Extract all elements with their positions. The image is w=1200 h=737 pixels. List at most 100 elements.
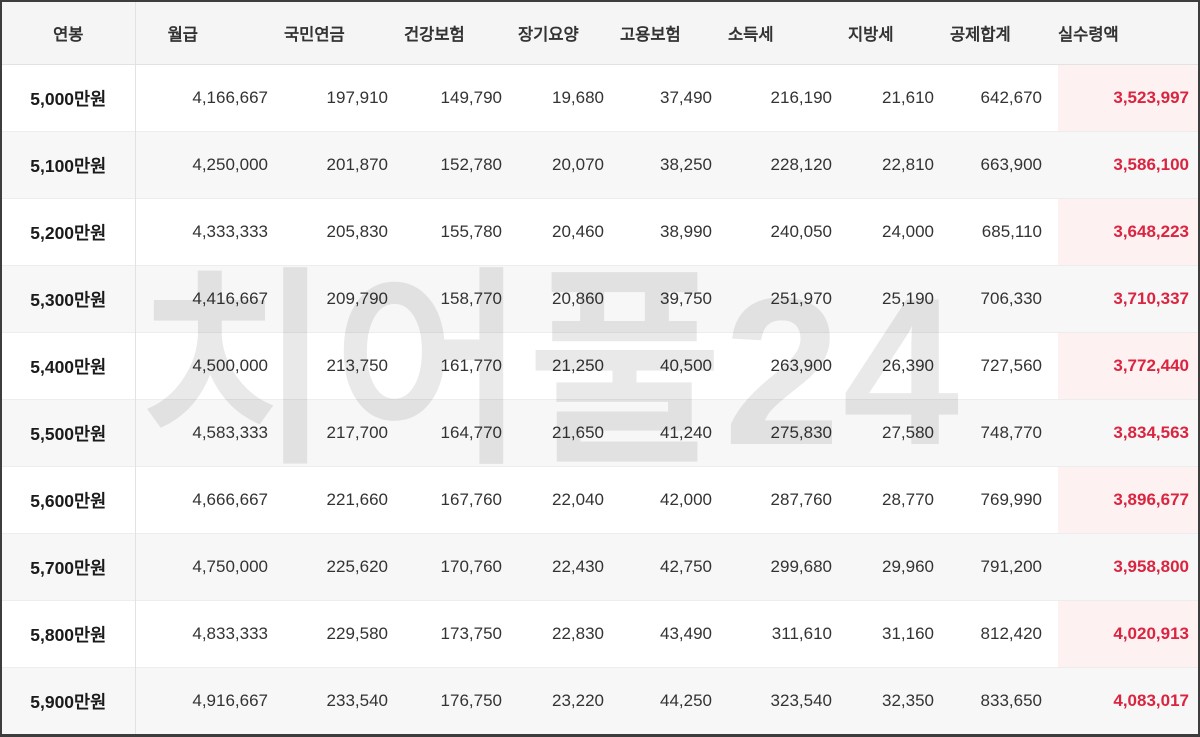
income-tax-cell: 311,610 <box>728 600 848 668</box>
annual-salary-cell: 5,900만원 <box>2 667 136 734</box>
net-pay-cell: 3,648,223 <box>1058 198 1198 266</box>
care-cell: 22,040 <box>518 466 620 534</box>
local-tax-cell: 28,770 <box>848 466 950 534</box>
deduction-cell: 769,990 <box>950 466 1058 534</box>
annual-salary-cell: 5,200만원 <box>2 198 136 266</box>
income-tax-cell: 323,540 <box>728 667 848 734</box>
table-row: 5,200만원 4,333,333 205,830 155,780 20,460 38,9… <box>2 198 1198 266</box>
table-row: 5,300만원 4,416,667 209,790 158,770 20,860 39,7… <box>2 265 1198 333</box>
net-pay-cell: 3,958,800 <box>1058 533 1198 601</box>
column-header-income-tax: 소득세 <box>728 2 848 65</box>
income-tax-cell: 299,680 <box>728 533 848 601</box>
pension-cell: 213,750 <box>284 332 404 400</box>
annual-salary-cell: 5,800만원 <box>2 600 136 668</box>
monthly-cell: 4,166,667 <box>192 88 268 107</box>
employment-cell: 38,990 <box>620 198 728 266</box>
monthly-cell: 4,833,333 <box>135 600 284 668</box>
employment-cell: 41,240 <box>620 399 728 467</box>
table-row: 5,900만원 4,916,667 233,540 176,750 23,220 44,2… <box>2 667 1198 734</box>
income-tax-cell: 263,900 <box>728 332 848 400</box>
monthly-cell: 4,500,000 <box>135 332 284 400</box>
column-header-health: 건강보험 <box>404 2 518 65</box>
monthly-cell: 4,250,000 <box>135 131 284 199</box>
local-tax-cell: 21,610 <box>882 88 934 107</box>
health-cell: 158,770 <box>404 265 518 333</box>
net-pay-cell: 3,772,440 <box>1058 332 1198 400</box>
employment-cell: 37,490 <box>660 88 712 107</box>
net-pay-cell: 3,523,997 <box>1058 64 1198 132</box>
care-cell: 23,220 <box>518 667 620 734</box>
income-tax-cell: 287,760 <box>728 466 848 534</box>
income-tax-cell: 240,050 <box>728 198 848 266</box>
monthly-cell: 4,666,667 <box>135 466 284 534</box>
pension-cell: 205,830 <box>284 198 404 266</box>
net-pay-cell: 4,020,913 <box>1058 600 1198 668</box>
net-pay-cell: 3,586,100 <box>1058 131 1198 199</box>
annual-salary-cell: 5,600만원 <box>2 466 136 534</box>
net-pay-cell: 3,834,563 <box>1058 399 1198 467</box>
deduction-cell: 663,900 <box>950 131 1058 199</box>
table-row: 5,800만원 4,833,333 229,580 173,750 22,830 43,4… <box>2 600 1198 668</box>
employment-cell: 43,490 <box>620 600 728 668</box>
pension-cell: 233,540 <box>284 667 404 734</box>
monthly-cell: 4,583,333 <box>135 399 284 467</box>
health-cell: 155,780 <box>404 198 518 266</box>
monthly-cell: 4,750,000 <box>135 533 284 601</box>
table-body: 5,000만원 4,166,667 197,910 149,790 19,680 37,4… <box>2 64 1198 734</box>
local-tax-cell: 27,580 <box>848 399 950 467</box>
local-tax-cell: 26,390 <box>848 332 950 400</box>
pension-cell: 201,870 <box>284 131 404 199</box>
pension-cell: 197,910 <box>326 88 388 107</box>
deduction-cell: 706,330 <box>950 265 1058 333</box>
local-tax-cell: 22,810 <box>848 131 950 199</box>
local-tax-cell: 32,350 <box>848 667 950 734</box>
table-row: 5,100만원 4,250,000 201,870 152,780 20,070 38,2… <box>2 131 1198 199</box>
local-tax-cell: 24,000 <box>848 198 950 266</box>
care-cell: 20,860 <box>518 265 620 333</box>
annual-salary-cell: 5,000만원 <box>2 64 136 132</box>
employment-cell: 38,250 <box>620 131 728 199</box>
column-header-monthly: 월급 <box>135 2 284 65</box>
column-header-care: 장기요양 <box>518 2 620 65</box>
care-cell: 19,680 <box>552 88 604 107</box>
health-cell: 173,750 <box>404 600 518 668</box>
deduction-cell: 833,650 <box>950 667 1058 734</box>
employment-cell: 39,750 <box>620 265 728 333</box>
income-tax-cell: 228,120 <box>728 131 848 199</box>
health-cell: 164,770 <box>404 399 518 467</box>
net-pay-cell: 4,083,017 <box>1058 667 1198 734</box>
local-tax-cell: 31,160 <box>848 600 950 668</box>
care-cell: 20,070 <box>518 131 620 199</box>
pension-cell: 221,660 <box>284 466 404 534</box>
column-header-net: 실수령액 <box>1058 2 1198 65</box>
monthly-cell: 4,916,667 <box>135 667 284 734</box>
care-cell: 21,250 <box>518 332 620 400</box>
health-cell: 167,760 <box>404 466 518 534</box>
pension-cell: 217,700 <box>284 399 404 467</box>
table-row: 5,600만원 4,666,667 221,660 167,760 22,040 42,0… <box>2 466 1198 534</box>
table-row: 5,500만원 4,583,333 217,700 164,770 21,650 41,2… <box>2 399 1198 467</box>
table-row: 5,000만원 4,166,667 197,910 149,790 19,680 37,4… <box>2 64 1198 132</box>
deduction-cell: 748,770 <box>950 399 1058 467</box>
care-cell: 20,460 <box>518 198 620 266</box>
column-header-local-tax: 지방세 <box>848 2 950 65</box>
local-tax-cell: 29,960 <box>848 533 950 601</box>
annual-salary-cell: 5,700만원 <box>2 533 136 601</box>
deduction-cell: 685,110 <box>950 198 1058 266</box>
monthly-cell: 4,416,667 <box>135 265 284 333</box>
care-cell: 21,650 <box>518 399 620 467</box>
employment-cell: 40,500 <box>620 332 728 400</box>
annual-salary-cell: 5,400만원 <box>2 332 136 400</box>
income-tax-cell: 216,190 <box>770 88 832 107</box>
deduction-cell: 727,560 <box>950 332 1058 400</box>
column-header-annual: 연봉 <box>2 2 136 65</box>
local-tax-cell: 25,190 <box>848 265 950 333</box>
health-cell: 149,790 <box>440 88 502 107</box>
deduction-cell: 642,670 <box>980 88 1042 107</box>
care-cell: 22,830 <box>518 600 620 668</box>
annual-salary-cell: 5,300만원 <box>2 265 136 333</box>
employment-cell: 42,000 <box>620 466 728 534</box>
column-header-pension: 국민연금 <box>284 2 404 65</box>
